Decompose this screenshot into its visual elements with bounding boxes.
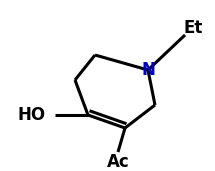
Text: Et: Et: [183, 19, 203, 37]
Text: Ac: Ac: [107, 153, 129, 171]
Text: N: N: [141, 61, 155, 79]
Text: HO: HO: [18, 106, 46, 124]
